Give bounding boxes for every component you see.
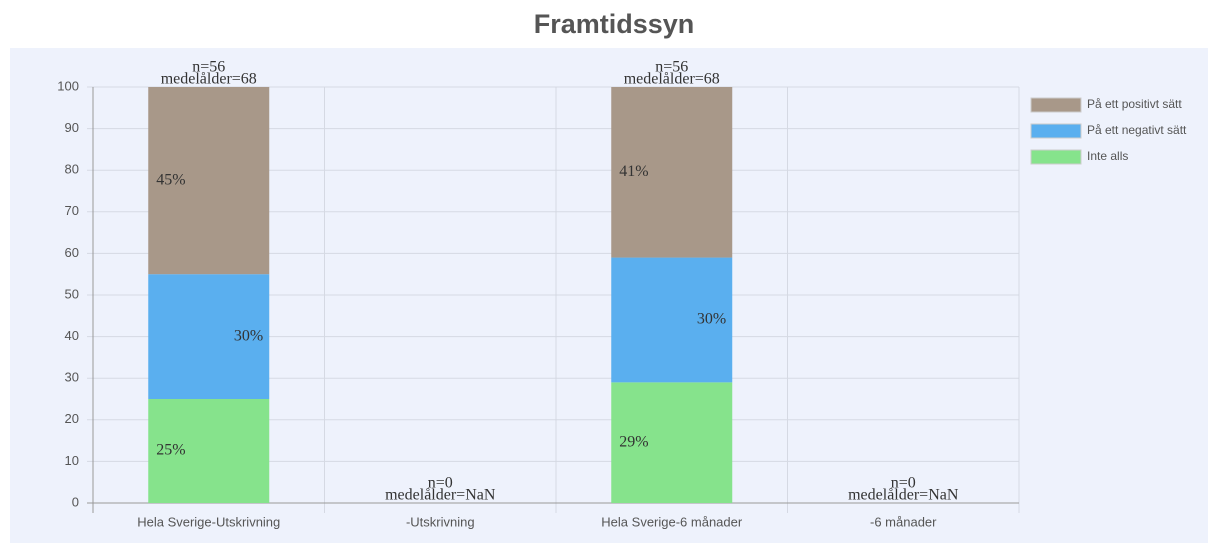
legend-label: Inte alls (1087, 149, 1128, 163)
bar-segment (148, 274, 270, 399)
bar-annotation: medelålder=68 (161, 71, 257, 88)
legend-label: På ett negativt sätt (1087, 123, 1187, 137)
bar-annotation: medelålder=68 (624, 71, 720, 88)
y-tick-label: 20 (65, 411, 79, 426)
bar-annotation: medelålder=NaN (385, 487, 496, 504)
x-tick-label: Hela Sverige-Utskrivning (137, 514, 280, 529)
y-tick-label: 60 (65, 245, 79, 260)
chart-title: Framtidssyn (534, 9, 695, 39)
x-tick-label: -Utskrivning (406, 514, 475, 529)
legend-swatch (1030, 123, 1082, 139)
bar-annotation: medelålder=NaN (848, 487, 959, 504)
bar-annotation: n=56 (192, 59, 225, 76)
legend-label: På ett positivt sätt (1087, 97, 1182, 111)
y-tick-label: 100 (57, 78, 79, 93)
y-tick-label: 40 (65, 328, 79, 343)
x-tick-label: Hela Sverige-6 månader (601, 514, 743, 529)
bar-segment (611, 382, 733, 503)
legend-swatch (1030, 149, 1082, 165)
y-tick-label: 0 (72, 494, 79, 509)
x-tick-label: -6 månader (870, 514, 937, 529)
bar-annotation: n=0 (891, 475, 916, 492)
bar-segment (148, 399, 270, 503)
data-label: 45% (156, 171, 185, 188)
y-tick-label: 80 (65, 162, 79, 177)
bar-segment (148, 87, 270, 275)
bar-annotation: n=56 (655, 59, 688, 76)
data-label: 25% (156, 442, 185, 459)
y-tick-label: 50 (65, 286, 79, 301)
bar-segment (611, 87, 733, 258)
data-label: 30% (234, 327, 263, 344)
data-label: 41% (619, 163, 648, 180)
bar-segment (611, 257, 733, 383)
y-tick-label: 10 (65, 453, 79, 468)
legend-swatch (1030, 97, 1082, 113)
bar-annotation: n=0 (428, 475, 453, 492)
y-tick-label: 90 (65, 120, 79, 135)
y-tick-label: 70 (65, 203, 79, 218)
data-label: 29% (619, 433, 648, 450)
data-label: 30% (697, 311, 726, 328)
y-tick-label: 30 (65, 370, 79, 385)
